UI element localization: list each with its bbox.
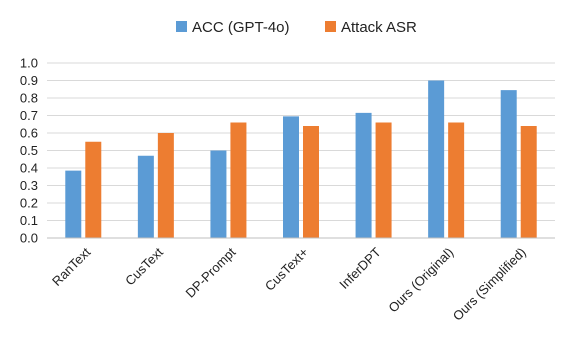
- y-tick-label: 0.3: [20, 178, 38, 193]
- legend-label-asr: Attack ASR: [341, 19, 417, 36]
- gridlines: [47, 62, 555, 221]
- y-tick-label: 0.0: [20, 231, 38, 246]
- bar-acc: [137, 155, 154, 238]
- bar-acc: [500, 90, 517, 238]
- bar-asr: [375, 122, 392, 238]
- x-tick-label: DP-Prompt: [182, 244, 238, 300]
- legend-label-acc: ACC (GPT-4o): [192, 19, 290, 36]
- y-tick-label: 0.4: [20, 161, 38, 176]
- x-tick-label: Ours (Simplified): [450, 245, 529, 324]
- legend: ACC (GPT-4o) Attack ASR: [176, 19, 417, 36]
- bar-acc: [65, 170, 82, 238]
- legend-swatch-asr: [325, 21, 336, 32]
- x-tick-label: CusText: [122, 244, 166, 288]
- y-tick-label: 0.1: [20, 213, 38, 228]
- bar-acc: [428, 80, 445, 238]
- y-tick-label: 0.7: [20, 108, 38, 123]
- y-tick-label: 0.2: [20, 196, 38, 211]
- x-tick-label: RanText: [49, 244, 94, 289]
- x-tick-label: CusText+: [262, 245, 311, 294]
- y-tick-label: 0.9: [20, 73, 38, 88]
- bar-acc: [283, 116, 299, 238]
- y-tick-label: 0.8: [20, 91, 38, 106]
- legend-swatch-acc: [176, 21, 187, 32]
- bar-acc: [210, 150, 227, 238]
- bar-asr: [448, 122, 465, 238]
- y-tick-label: 0.5: [20, 143, 38, 158]
- bar-asr: [157, 133, 174, 238]
- x-tick-label: InferDPT: [336, 244, 383, 291]
- bar-acc: [355, 112, 372, 238]
- y-axis: 0.0 0.1 0.2 0.3 0.4 0.5 0.6 0.7 0.8 0.9 1.0: [20, 56, 38, 246]
- y-tick-label: 1.0: [20, 56, 38, 71]
- x-tick-label: Ours (Original): [385, 245, 456, 316]
- bar-asr: [85, 141, 102, 238]
- y-tick-label: 0.6: [20, 126, 38, 141]
- bars: [65, 80, 537, 238]
- bar-asr: [230, 122, 247, 238]
- x-axis: RanText CusText DP-Prompt CusText+ InferDPT O…: [47, 237, 555, 324]
- bar-asr: [303, 126, 319, 238]
- bar-asr: [520, 126, 537, 238]
